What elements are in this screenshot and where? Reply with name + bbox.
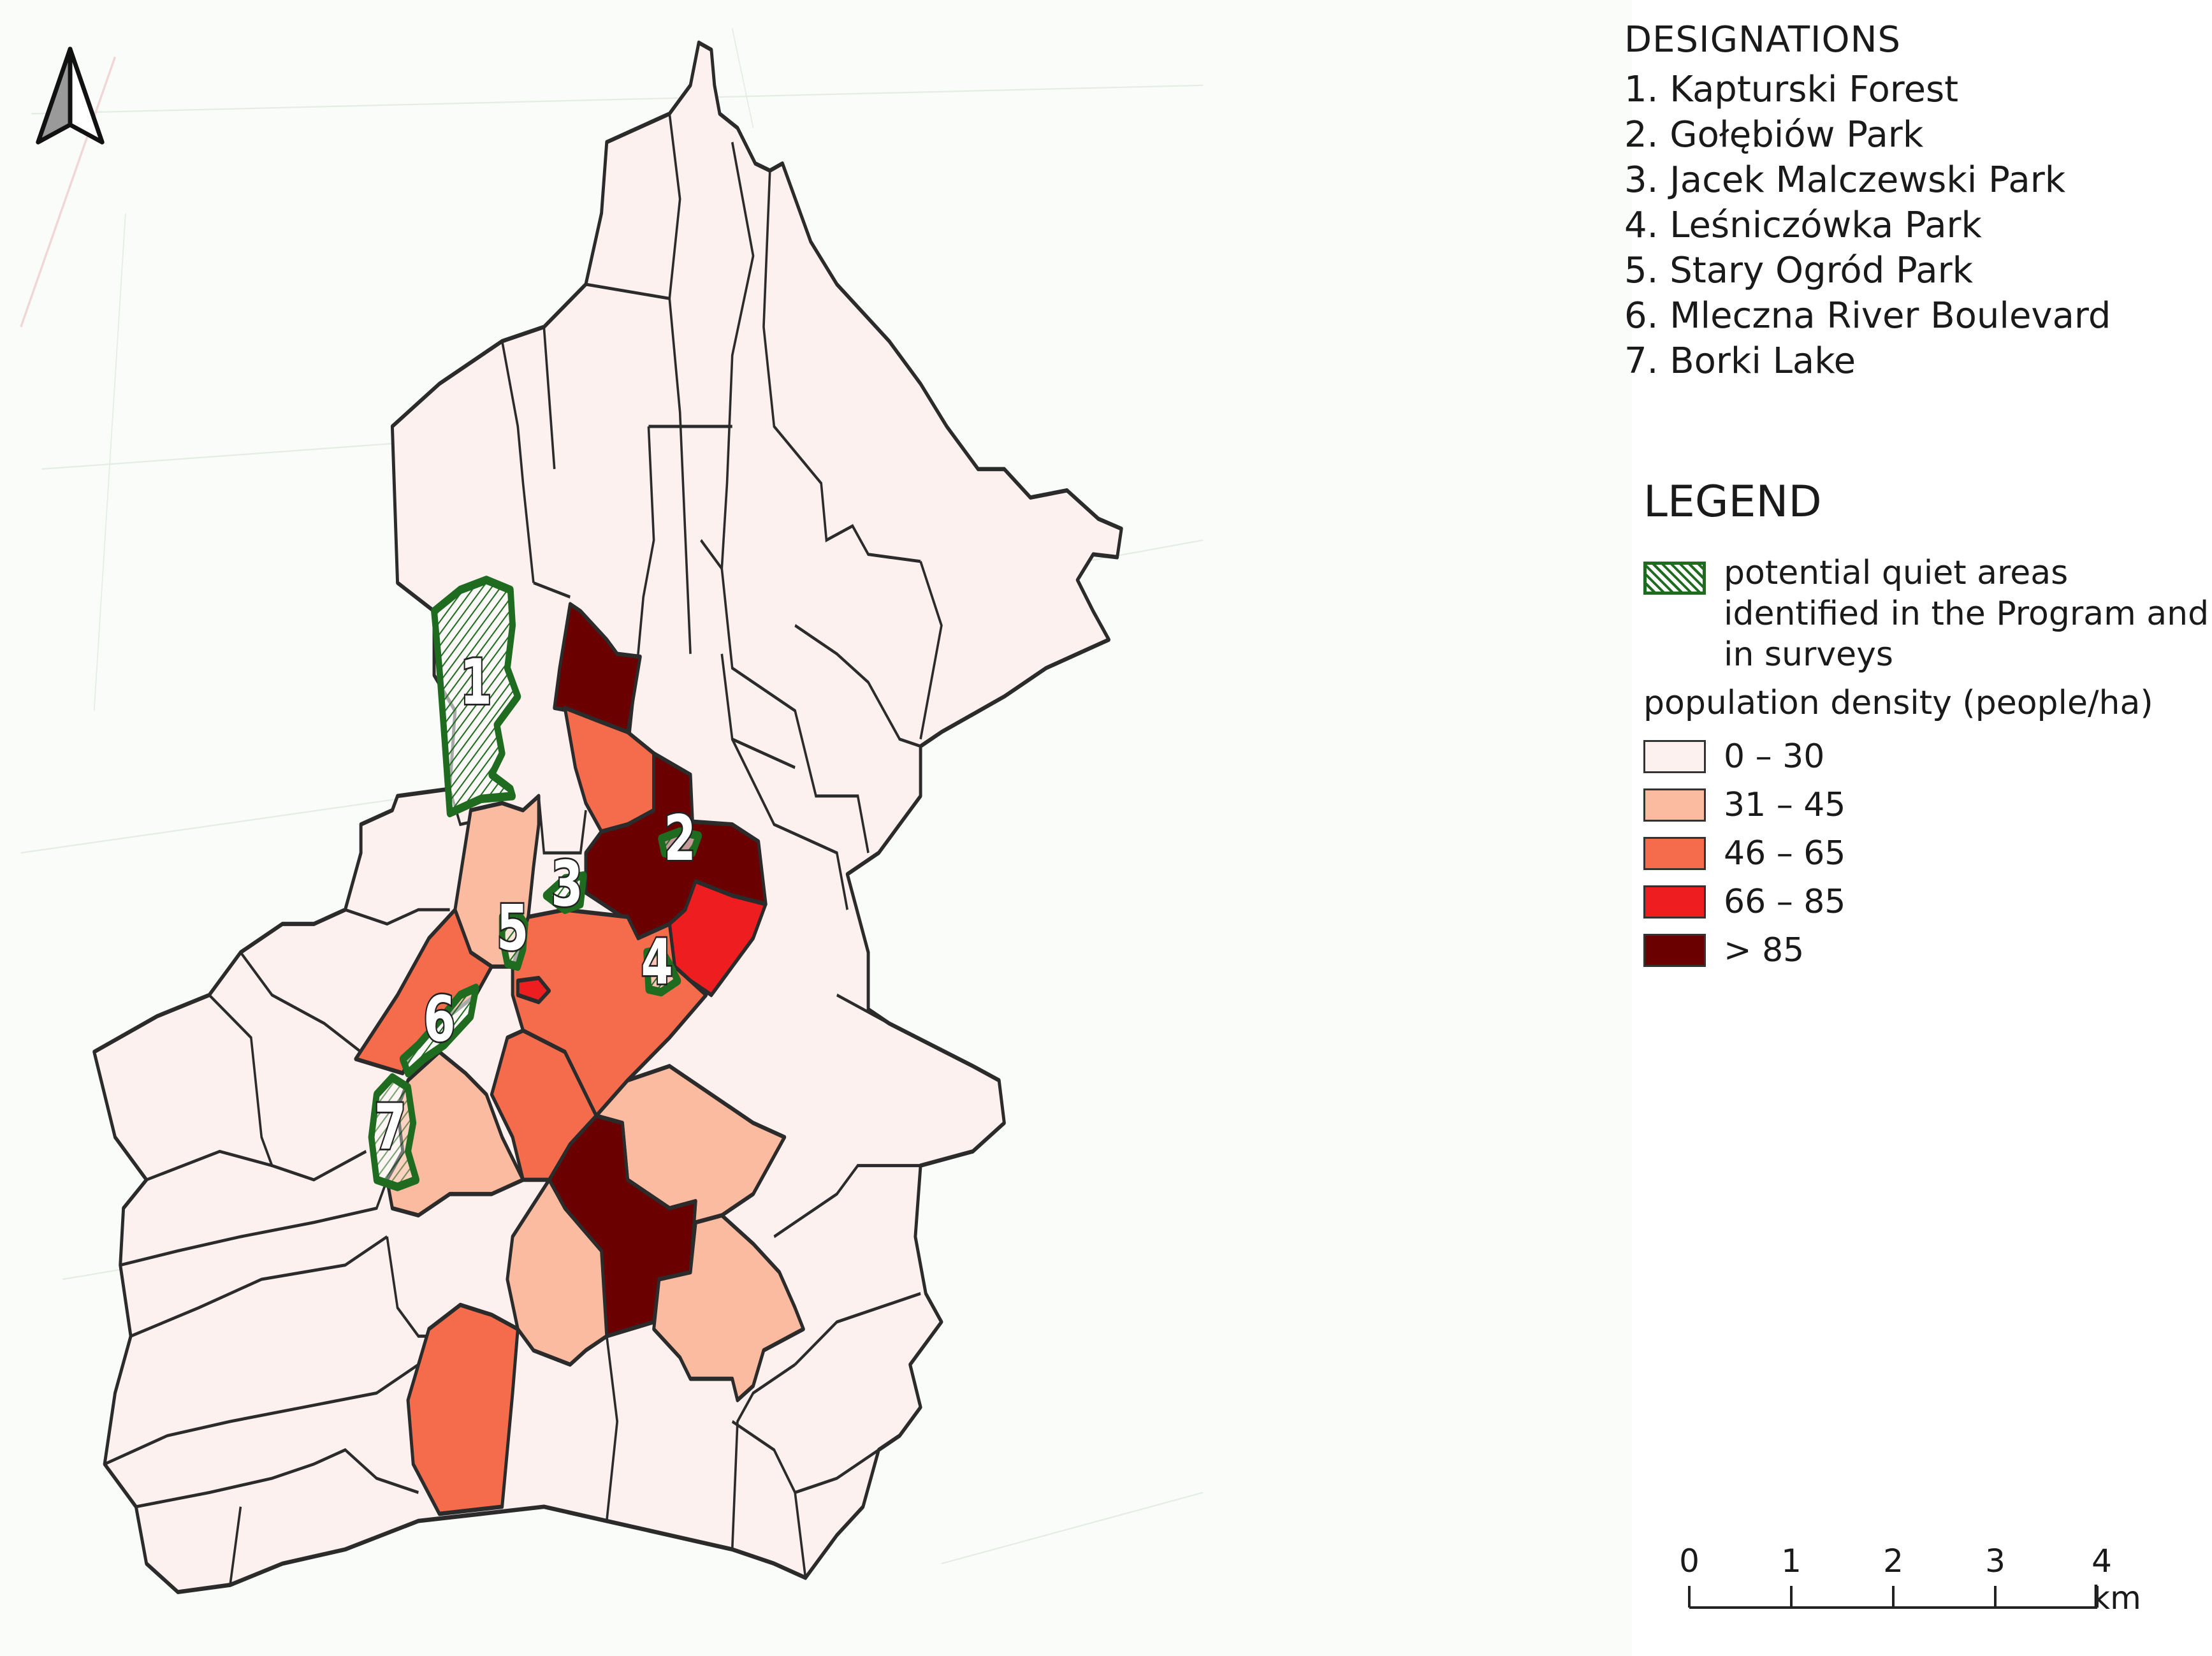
- legend-class: 0 – 30: [1643, 736, 2212, 777]
- designation-item: 5. Stary Ogród Park: [1624, 250, 1974, 291]
- scale-tick: [1994, 1586, 1997, 1608]
- quiet-area-label: 5: [497, 892, 528, 965]
- scale-label: 4 km: [2092, 1543, 2141, 1616]
- hatch-swatch-icon: [1643, 562, 1706, 595]
- district-density-46-65: [406, 1302, 520, 1516]
- legend-class: > 85: [1643, 930, 2212, 971]
- scale-label: 1: [1781, 1543, 1801, 1580]
- color-swatch-icon: [1643, 885, 1706, 919]
- designation-item: 4. Leśniczówka Park: [1624, 205, 1982, 246]
- scale-tick: [1892, 1586, 1895, 1608]
- basemap-roads: [20, 28, 1204, 1565]
- quiet-area-3-malczewski-park: [542, 871, 587, 914]
- scale-label: 3: [1985, 1543, 2005, 1580]
- quiet-area-label: 6: [423, 983, 455, 1056]
- designation-item: 3. Jacek Malczewski Park: [1624, 159, 2066, 201]
- quiet-area-label: 2: [664, 803, 696, 875]
- quiet-area-label: 3: [551, 848, 583, 921]
- legend-class-label: 0 – 30: [1724, 737, 1825, 776]
- scale-tick: [1688, 1586, 1691, 1608]
- quiet-area-label: 1: [460, 646, 492, 719]
- designation-item: 6. Mleczna River Boulevard: [1624, 295, 2111, 337]
- quiet-area-label: 4: [641, 926, 673, 999]
- legend-quiet-areas: potential quiet areas identified in the …: [1643, 553, 2212, 675]
- color-swatch-icon: [1643, 740, 1706, 773]
- legend-class-label: 31 – 45: [1724, 786, 1846, 824]
- map-canvas: 1 2 3 4 5 6 7: [20, 28, 1204, 1594]
- legend-class: 66 – 85: [1643, 882, 2212, 922]
- legend-title: LEGEND: [1643, 477, 1822, 527]
- quiet-area-6-mleczna-river: [399, 984, 479, 1078]
- map: 1 2 3 4 5 6 7: [20, 28, 1204, 1594]
- scale-tick: [1790, 1586, 1793, 1608]
- designations-title: DESIGNATIONS: [1624, 19, 1902, 61]
- density-title: population density (people/ha): [1643, 684, 2153, 722]
- scale-line: [1689, 1606, 2097, 1609]
- district-density-66-85: [667, 879, 768, 998]
- legend-panel: LEGEND potential quiet areas identified …: [1643, 477, 2212, 978]
- quiet-area-4-lesniczowka-park: [643, 945, 681, 997]
- color-swatch-icon: [1643, 837, 1706, 870]
- designation-item: 7. Borki Lake: [1624, 340, 1856, 382]
- north-arrow-icon: [36, 47, 105, 145]
- legend-class-label: 66 – 85: [1724, 883, 1846, 921]
- legend-class: 31 – 45: [1643, 785, 2212, 825]
- color-swatch-icon: [1643, 788, 1706, 822]
- district-boundaries: [104, 113, 943, 1585]
- scale-label: 0: [1679, 1543, 1699, 1580]
- legend-class-label: 46 – 65: [1724, 834, 1846, 873]
- quiet-area-7-borki-lake: [368, 1073, 420, 1191]
- scale-bar: 0 1 2 3 4 km: [1670, 1543, 2141, 1632]
- quiet-area-2-golebiow-park: [658, 827, 702, 861]
- quiet-area-1-kapturski-forest: [431, 576, 521, 818]
- quiet-area-labels: 1 2 3 4 5 6 7: [373, 644, 698, 1165]
- legend-class-label: > 85: [1724, 931, 1805, 970]
- color-swatch-icon: [1643, 934, 1706, 967]
- quiet-area-5-stary-ogrod-park: [498, 908, 528, 971]
- district-density-66-85: [516, 975, 551, 1005]
- designations-panel: DESIGNATIONS 1. Kapturski Forest 2. Gołę…: [1624, 19, 2111, 384]
- designation-item: 1. Kapturski Forest: [1624, 69, 1959, 110]
- designation-item: 2. Gołębiów Park: [1624, 114, 1924, 156]
- scale-label: 2: [1883, 1543, 1903, 1580]
- legend-class: 46 – 65: [1643, 833, 2212, 874]
- quiet-area-label: 7: [374, 1091, 406, 1164]
- basemap-rail: [20, 56, 116, 328]
- scale-tick: [2096, 1586, 2099, 1608]
- legend-quiet-label: potential quiet areas identified in the …: [1724, 554, 2209, 674]
- district-density-31-45: [652, 1213, 805, 1402]
- district-density-31-45: [506, 1177, 609, 1367]
